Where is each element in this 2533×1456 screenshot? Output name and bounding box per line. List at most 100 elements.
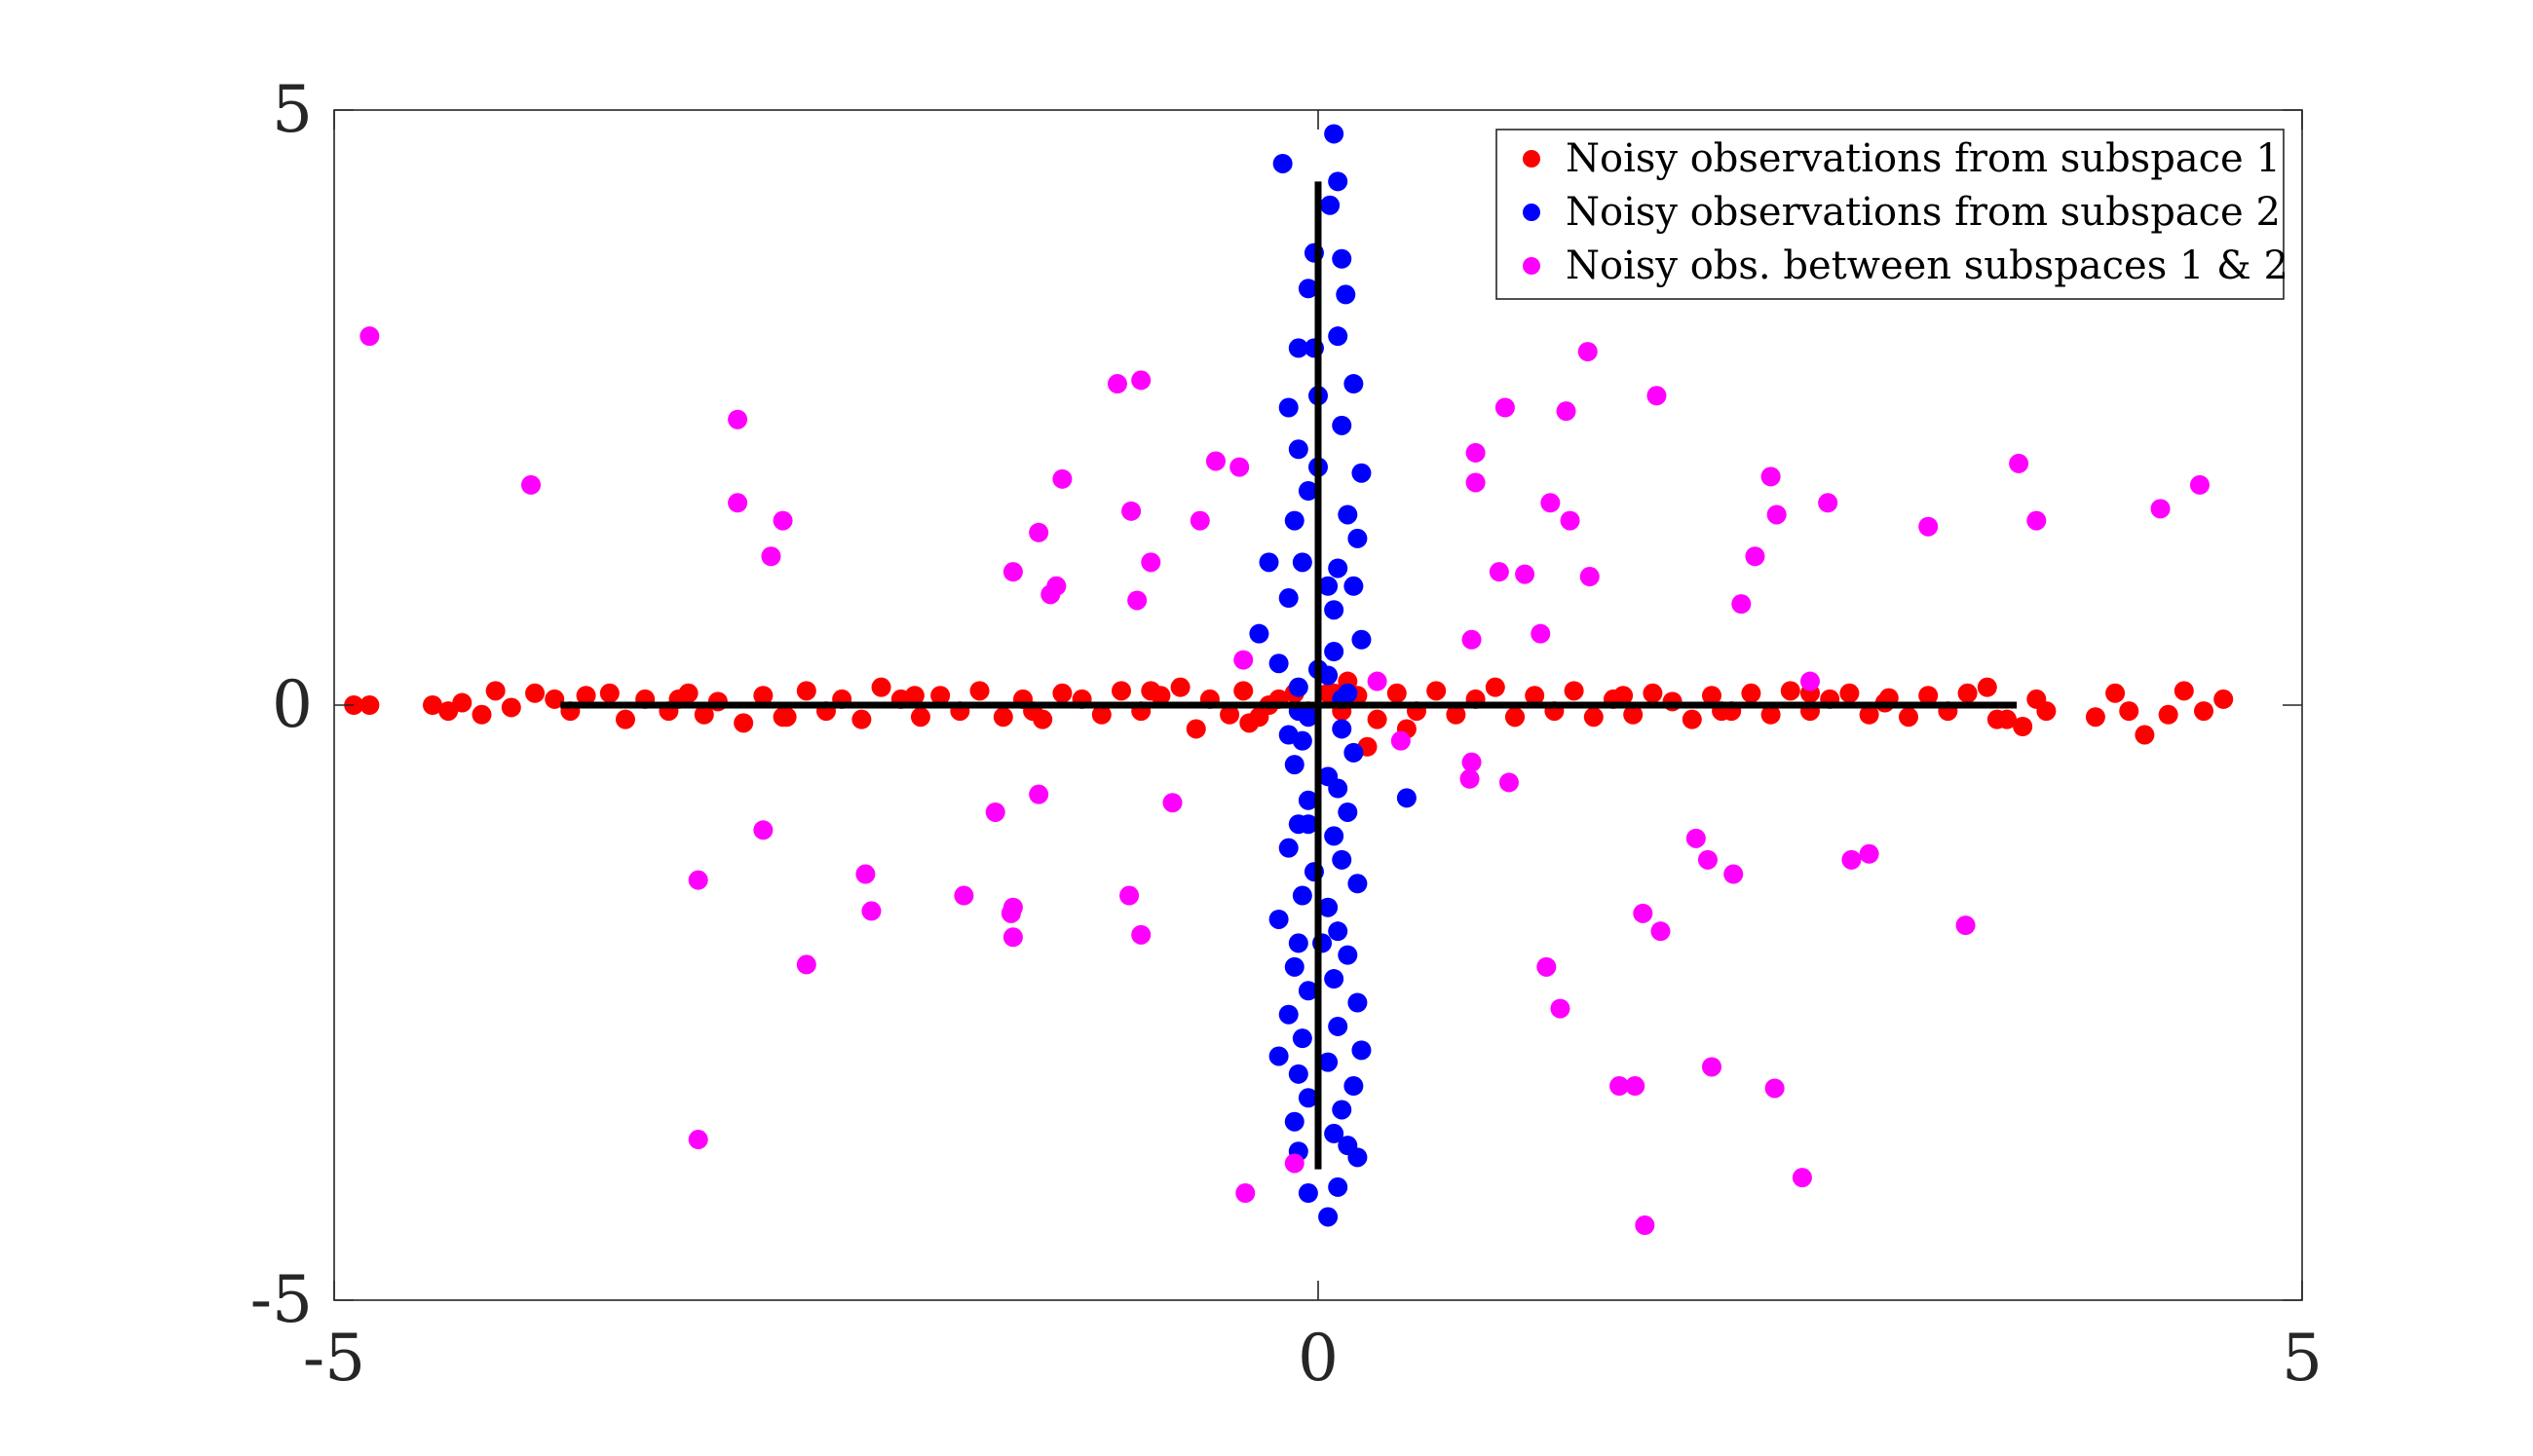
legend-label: Noisy observations from subspace 1 bbox=[1566, 136, 2281, 181]
data-point bbox=[1318, 1207, 1339, 1227]
legend-box bbox=[1495, 129, 2285, 300]
data-point bbox=[1052, 468, 1073, 489]
data-point bbox=[1351, 463, 1372, 483]
data-point bbox=[728, 409, 748, 429]
data-point bbox=[1336, 284, 1356, 305]
data-point bbox=[1485, 677, 1505, 697]
data-point bbox=[1525, 686, 1545, 706]
data-point bbox=[359, 326, 380, 347]
data-point bbox=[1609, 1076, 1630, 1097]
data-point bbox=[1818, 493, 1838, 513]
legend-items: Noisy observations from subspace 1 Noisy … bbox=[1523, 136, 2288, 288]
data-point bbox=[694, 704, 714, 725]
data-point bbox=[1489, 562, 1509, 582]
data-point bbox=[1338, 802, 1358, 822]
data-point bbox=[1731, 594, 1752, 615]
data-point bbox=[1278, 725, 1299, 745]
data-point bbox=[1760, 704, 1781, 725]
data-point bbox=[1343, 742, 1364, 763]
data-point bbox=[1347, 874, 1368, 894]
data-point bbox=[1918, 686, 1939, 706]
data-point bbox=[1977, 677, 1997, 697]
data-point bbox=[1741, 683, 1761, 703]
data-point bbox=[1531, 623, 1551, 644]
data-point bbox=[1318, 576, 1339, 596]
data-point bbox=[1324, 124, 1344, 144]
data-point bbox=[1536, 956, 1557, 977]
data-point bbox=[452, 692, 473, 713]
data-point bbox=[1288, 677, 1308, 697]
data-point bbox=[1338, 504, 1358, 525]
data-point bbox=[1002, 562, 1023, 582]
data-point bbox=[1284, 1153, 1304, 1174]
data-point bbox=[1351, 629, 1372, 650]
data-point bbox=[1121, 501, 1142, 521]
legend-label: Noisy observations from subspace 2 bbox=[1566, 190, 2281, 235]
data-point bbox=[1233, 681, 1254, 701]
legend-marker bbox=[1523, 204, 1540, 221]
data-point bbox=[2213, 689, 2234, 709]
data-point bbox=[1347, 528, 1368, 548]
data-point bbox=[1332, 1100, 1352, 1120]
data-point bbox=[1324, 642, 1344, 662]
data-point bbox=[1235, 1183, 1256, 1204]
axis-tick-labels: -5 0 5 -5 0 5 bbox=[250, 72, 2323, 1396]
data-point bbox=[1220, 704, 1240, 725]
data-point bbox=[1029, 522, 1049, 542]
data-point bbox=[1505, 707, 1525, 728]
data-point bbox=[2174, 681, 2194, 701]
data-point bbox=[1682, 709, 1702, 729]
data-point bbox=[796, 954, 816, 975]
data-point bbox=[1268, 653, 1289, 674]
data-point bbox=[1292, 552, 1312, 573]
y-tick-label: 0 bbox=[272, 667, 313, 742]
data-point bbox=[1298, 1183, 1318, 1204]
data-point bbox=[1205, 451, 1226, 471]
data-point bbox=[2009, 453, 2029, 473]
data-point bbox=[1702, 686, 1721, 706]
data-point bbox=[1324, 826, 1344, 846]
legend-marker bbox=[1523, 257, 1540, 275]
data-point bbox=[1396, 788, 1417, 808]
data-point bbox=[776, 707, 797, 728]
data-point bbox=[1298, 790, 1318, 810]
chart-marks bbox=[344, 124, 2234, 1236]
data-point bbox=[969, 681, 990, 701]
data-point bbox=[545, 689, 565, 709]
data-point bbox=[1249, 623, 1269, 644]
subspace-lines bbox=[560, 181, 2018, 1170]
data-point bbox=[1239, 713, 1260, 733]
data-point bbox=[1918, 516, 1939, 537]
data-point bbox=[1338, 945, 1358, 965]
data-point bbox=[1278, 588, 1299, 609]
data-point bbox=[1318, 897, 1339, 917]
data-point bbox=[1324, 969, 1344, 989]
data-point bbox=[599, 683, 620, 703]
data-point bbox=[753, 820, 774, 840]
data-point bbox=[1332, 248, 1352, 269]
data-point bbox=[1465, 472, 1486, 493]
data-point bbox=[1298, 981, 1318, 1001]
data-point bbox=[728, 493, 748, 513]
data-point bbox=[1564, 681, 1584, 701]
legend-item-1: Noisy observations from subspace 1 bbox=[1523, 136, 2281, 181]
data-point bbox=[2119, 701, 2139, 722]
data-point bbox=[1233, 650, 1254, 670]
data-point bbox=[1498, 772, 1519, 793]
data-point bbox=[1259, 552, 1279, 573]
data-point bbox=[485, 681, 506, 701]
data-point bbox=[2158, 704, 2178, 725]
data-point bbox=[1723, 864, 1744, 884]
data-point bbox=[773, 510, 793, 531]
data-point bbox=[2135, 725, 2155, 745]
data-point bbox=[796, 681, 816, 701]
data-point bbox=[1685, 828, 1706, 848]
y-tick-label: 5 bbox=[272, 72, 313, 147]
data-point bbox=[423, 695, 442, 715]
data-point bbox=[1540, 493, 1561, 513]
data-point bbox=[1332, 415, 1352, 435]
data-point bbox=[910, 707, 930, 728]
data-point bbox=[761, 546, 781, 567]
data-point bbox=[1702, 1057, 1721, 1077]
